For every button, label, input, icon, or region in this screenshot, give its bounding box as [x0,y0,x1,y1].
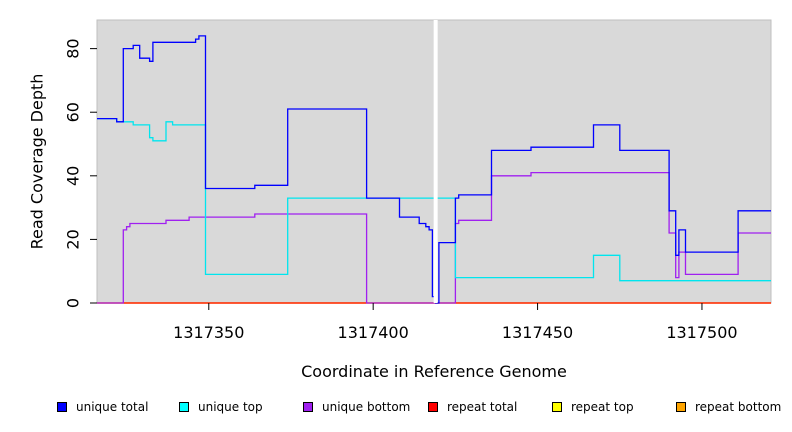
legend-item-unique-total: unique total [57,400,148,414]
x-axis-title: Coordinate in Reference Genome [301,362,567,381]
legend-item-repeat-bottom: repeat bottom [676,400,781,414]
y-tick-label: 40 [64,166,83,186]
legend-swatch [676,402,686,412]
legend-swatch [428,402,438,412]
y-tick-label: 80 [64,38,83,58]
legend: unique total unique top unique bottom repea… [0,400,792,420]
y-axis-title: Read Coverage Depth [28,74,47,250]
legend-swatch [303,402,313,412]
x-tick-label: 1317500 [666,323,737,342]
gap-marker [433,20,438,303]
x-tick-label: 1317450 [502,323,573,342]
axis-layer: 1317350 1317400 1317450 1317500 0 20 40 60 80 [64,38,738,342]
legend-swatch [552,402,562,412]
legend-label: unique top [198,400,263,414]
legend-item-repeat-total: repeat total [428,400,517,414]
legend-swatch [57,402,67,412]
series-line-unique-total [97,35,771,304]
series-layer [97,35,771,304]
legend-label: unique total [76,400,149,414]
x-tick-label: 1317350 [173,323,244,342]
coverage-chart: 1317350 1317400 1317450 1317500 0 20 40 60 80 Co… [28,19,772,381]
legend-label: repeat bottom [695,400,782,414]
y-tick-label: 60 [64,102,83,122]
x-tick-label: 1317400 [338,323,409,342]
legend-item-unique-bottom: unique bottom [303,400,410,414]
legend-label: unique bottom [322,400,411,414]
legend-swatch [179,402,189,412]
y-tick-label: 20 [64,229,83,249]
legend-label: repeat top [571,400,634,414]
legend-label: repeat total [447,400,518,414]
legend-item-unique-top: unique top [179,400,263,414]
y-tick-label: 0 [64,298,83,308]
legend-item-repeat-top: repeat top [552,400,634,414]
